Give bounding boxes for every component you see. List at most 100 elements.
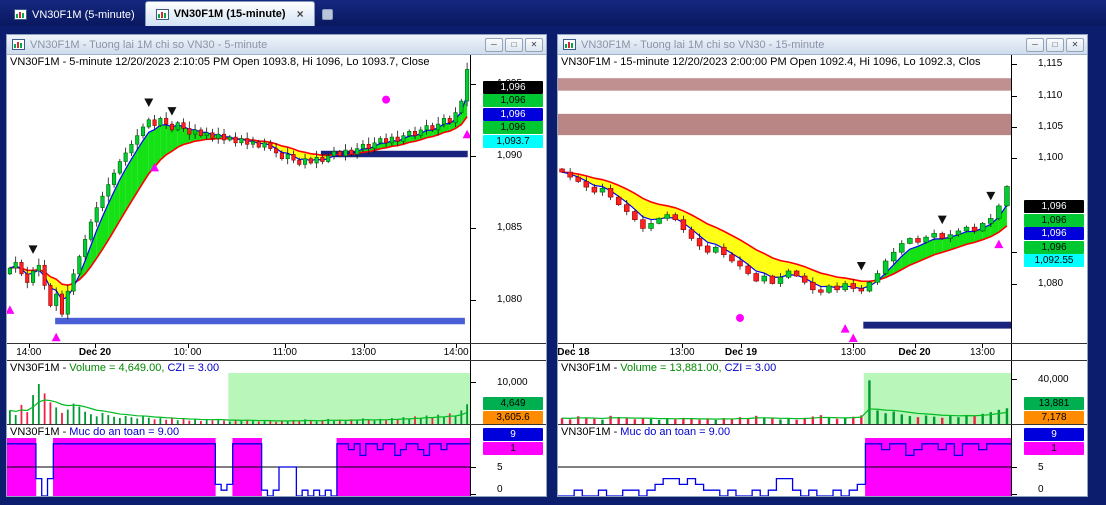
price-axis-label: 1,090 <box>497 149 523 161</box>
axis-tick <box>1012 494 1017 495</box>
safety-chart[interactable] <box>558 425 1011 496</box>
axis-tick <box>1012 127 1017 128</box>
time-axis[interactable]: Dec 18 13:00 Dec 19 13:00 Dec 20 13:00 <box>558 344 1011 360</box>
axis-tick <box>471 227 476 229</box>
safety-chip: 1 <box>1024 442 1084 455</box>
time-axis-label: 13:00 <box>969 347 995 358</box>
safety-plot[interactable]: VN30F1M - Muc do an toan = 9.00 <box>558 425 1011 496</box>
price-chip: 1,096 <box>1024 200 1084 214</box>
time-axis-label: 13:00 <box>350 347 377 358</box>
time-axis-label: 14:00 <box>443 347 469 358</box>
price-axis-label: 1,105 <box>1038 121 1064 132</box>
axis-tick <box>1012 467 1017 468</box>
axis-tick <box>1012 158 1017 160</box>
chart-body: VN30F1M - 15-minute 12/20/2023 2:00:00 P… <box>558 55 1087 496</box>
minimize-button[interactable]: ─ <box>485 37 503 52</box>
time-axis-label: 11:00 <box>272 347 297 358</box>
price-chip: 1,096 <box>1024 227 1084 241</box>
window-title: VN30F1M - Tuong lai 1M chi so VN30 - 5-m… <box>30 38 268 51</box>
volume-axis-label: 10,000 <box>497 376 528 388</box>
price-axis-label: 1,115 <box>1038 58 1063 70</box>
workspace: VN30F1M - Tuong lai 1M chi so VN30 - 5-m… <box>0 26 1106 505</box>
safety-plot[interactable]: VN30F1M - Muc do an toan = 9.00 <box>7 425 470 496</box>
price-axis-label: 1,110 <box>1038 89 1063 101</box>
axis-tick <box>1012 378 1017 380</box>
tab-label: VN30F1M (15-minute) <box>173 8 286 20</box>
price-chart[interactable] <box>7 55 470 343</box>
chart-icon <box>12 39 25 50</box>
price-plot[interactable]: VN30F1M - 15-minute 12/20/2023 2:00:00 P… <box>558 55 1011 343</box>
tab-vn30f1m-5min[interactable]: VN30F1M (5-minute) <box>4 3 145 26</box>
volume-axis[interactable]: 40,000 13,881 7,178 <box>1011 361 1087 424</box>
time-axis-label: 13:00 <box>840 347 866 358</box>
time-axis-label: 14:00 <box>16 347 42 358</box>
price-chip: 1,096 <box>1024 240 1084 254</box>
window-titlebar[interactable]: VN30F1M - Tuong lai 1M chi so VN30 - 5-m… <box>7 35 546 55</box>
time-axis-tick <box>456 344 458 348</box>
price-chip: 1,096 <box>1024 213 1084 227</box>
volume-plot[interactable]: VN30F1M - Volume = 13,881.00, CZI = 3.00 <box>558 361 1011 424</box>
safety-chart[interactable] <box>7 425 470 496</box>
axis-tick <box>471 467 476 468</box>
tab-close-icon[interactable]: × <box>296 7 304 21</box>
price-chip: 1,096 <box>483 80 543 94</box>
time-axis-label: Dec 18 <box>558 347 590 358</box>
time-axis-label: Dec 20 <box>78 347 112 358</box>
axis-corner <box>1011 344 1087 360</box>
window-titlebar[interactable]: VN30F1M - Tuong lai 1M chi so VN30 - 15-… <box>558 35 1087 55</box>
axis-tick <box>1012 252 1017 254</box>
time-axis-tick <box>187 344 189 348</box>
close-button[interactable]: ✕ <box>1066 37 1084 52</box>
volume-plot[interactable]: VN30F1M - Volume = 4,649.00, CZI = 3.00 <box>7 361 470 424</box>
chart-icon <box>155 8 169 20</box>
price-axis[interactable]: 1,1151,1101,1051,1001,0851,0801,0961,096… <box>1011 55 1087 343</box>
time-axis-label: Dec 19 <box>724 347 758 358</box>
volume-pane: VN30F1M - Volume = 13,881.00, CZI = 3.00… <box>558 361 1087 425</box>
tab-vn30f1m-15min[interactable]: VN30F1M (15-minute) × <box>144 1 315 26</box>
price-axis[interactable]: 1,0951,0901,0851,0801,0961,0961,0961,096… <box>470 55 546 343</box>
axis-tick <box>471 155 476 157</box>
close-button[interactable]: ✕ <box>525 37 543 52</box>
time-axis[interactable]: 14:00 Dec 20 10: 00 11:00 13:00 14:00 <box>7 344 470 360</box>
time-axis-tick <box>741 344 742 348</box>
volume-axis[interactable]: 10,000 4,649 3,605.6 <box>470 361 546 424</box>
time-axis-tick <box>982 344 984 348</box>
time-axis-tick <box>284 344 286 348</box>
price-pane: VN30F1M - 5-minute 12/20/2023 2:10:05 PM… <box>7 55 546 344</box>
chart-body: VN30F1M - 5-minute 12/20/2023 2:10:05 PM… <box>7 55 546 496</box>
minimize-button[interactable]: ─ <box>1026 37 1044 52</box>
price-chip: 1,096 <box>483 94 543 108</box>
maximize-button[interactable]: □ <box>1046 37 1064 52</box>
volume-pane: VN30F1M - Volume = 4,649.00, CZI = 3.00 … <box>7 361 546 425</box>
safety-axis-label: 0 <box>497 484 503 495</box>
maximize-button[interactable]: □ <box>505 37 523 52</box>
volume-axis-label: 40,000 <box>1038 373 1069 385</box>
axis-tick <box>471 381 476 383</box>
time-axis-row: Dec 18 13:00 Dec 19 13:00 Dec 20 13:00 <box>558 344 1087 361</box>
time-axis-label: 10: 00 <box>173 347 202 358</box>
window-title: VN30F1M - Tuong lai 1M chi so VN30 - 15-… <box>581 38 825 51</box>
tab-strip-widget[interactable] <box>321 9 333 20</box>
time-axis-label: Dec 20 <box>898 347 931 358</box>
safety-chip: 1 <box>483 442 543 455</box>
volume-chip: 7,178 <box>1024 410 1084 424</box>
axis-tick <box>1012 95 1017 97</box>
time-axis-label: 13:00 <box>669 347 695 358</box>
price-chip: 1,096 <box>483 107 543 121</box>
time-axis-tick <box>682 344 684 348</box>
tab-label: VN30F1M (5-minute) <box>32 8 135 21</box>
price-plot[interactable]: VN30F1M - 5-minute 12/20/2023 2:10:05 PM… <box>7 55 470 343</box>
price-chip: 1,093.7 <box>483 134 543 148</box>
price-axis-label: 1,085 <box>497 221 523 233</box>
time-axis-tick <box>573 344 575 348</box>
volume-chart[interactable] <box>7 361 470 424</box>
price-chart[interactable] <box>558 55 1011 343</box>
chart-window-5min: VN30F1M - Tuong lai 1M chi so VN30 - 5-m… <box>6 34 547 497</box>
safety-axis-label: 5 <box>497 462 503 473</box>
volume-chart[interactable] <box>558 361 1011 424</box>
chart-window-15min: VN30F1M - Tuong lai 1M chi so VN30 - 15-… <box>557 34 1088 497</box>
